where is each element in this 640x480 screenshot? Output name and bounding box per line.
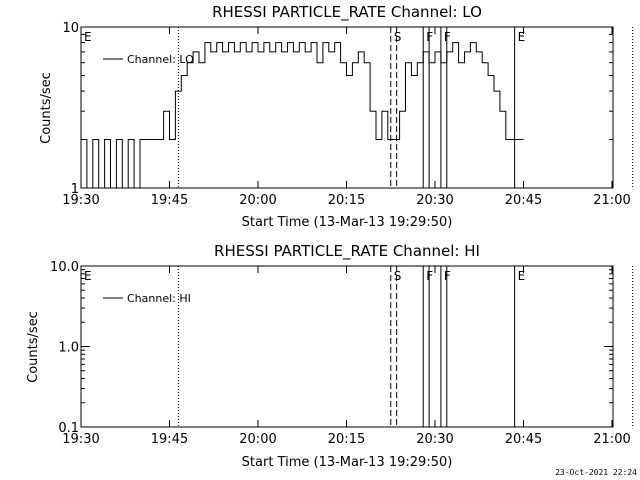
timestamp: 23-Oct-2021 22:24 bbox=[555, 468, 637, 477]
hi-x-tick-label: 19:45 bbox=[151, 432, 188, 447]
lo-event-marker-label: F bbox=[426, 30, 433, 44]
lo-y-tick-label: 10 bbox=[62, 21, 79, 36]
lo-x-tick-label: 20:45 bbox=[505, 193, 542, 208]
hi-x-tick-label: 20:00 bbox=[239, 432, 276, 447]
lo-x-tick-label: 19:30 bbox=[62, 193, 99, 208]
lo-event-marker-label: S bbox=[394, 30, 402, 44]
lo-event-marker-label: E bbox=[518, 30, 526, 44]
hi-y-tick-label: 1.0 bbox=[58, 341, 79, 356]
lo-event-marker-label: F bbox=[444, 30, 451, 44]
hi-x-tick-label: 20:30 bbox=[416, 432, 453, 447]
lo-x-axis-label: Start Time (13-Mar-13 19:29:50) bbox=[242, 215, 453, 230]
hi-y-tick-label: 0.1 bbox=[58, 421, 79, 436]
lo-x-tick-label: 20:00 bbox=[239, 193, 276, 208]
lo-y-axis-label: Counts/sec bbox=[39, 72, 54, 144]
lo-plot-frame bbox=[80, 26, 614, 189]
lo-event-marker-label: E bbox=[84, 30, 92, 44]
lo-series-line bbox=[81, 42, 524, 189]
hi-y-axis-label: Counts/sec bbox=[26, 311, 41, 383]
hi-event-marker-label: F bbox=[444, 269, 451, 283]
lo-x-tick-label: 21:00 bbox=[593, 193, 630, 208]
hi-plot-frame bbox=[80, 265, 614, 428]
hi-x-axis-label: Start Time (13-Mar-13 19:29:50) bbox=[242, 455, 453, 470]
hi-event-marker-label: E bbox=[518, 269, 526, 283]
lo-x-tick-label: 20:30 bbox=[416, 193, 453, 208]
hi-y-tick-label: 10.0 bbox=[50, 260, 79, 275]
hi-legend-label: Channel: HI bbox=[127, 292, 191, 305]
hi-event-marker-label: S bbox=[394, 269, 402, 283]
hi-chart-title: RHESSI PARTICLE_RATE Channel: HI bbox=[214, 242, 480, 261]
lo-x-tick-label: 19:45 bbox=[151, 193, 188, 208]
hi-x-tick-label: 19:30 bbox=[62, 432, 99, 447]
lo-channel-panel: RHESSI PARTICLE_RATE Channel: LO Start T… bbox=[39, 3, 634, 230]
hi-x-tick-label: 21:00 bbox=[593, 432, 630, 447]
lo-x-tick-label: 20:15 bbox=[328, 193, 365, 208]
hi-event-marker-label: F bbox=[426, 269, 433, 283]
lo-y-tick-label: 1 bbox=[71, 182, 79, 197]
hi-channel-panel: RHESSI PARTICLE_RATE Channel: HI Start T… bbox=[26, 242, 634, 470]
hi-x-tick-label: 20:15 bbox=[328, 432, 365, 447]
hi-event-marker-label: E bbox=[84, 269, 92, 283]
hi-x-tick-label: 20:45 bbox=[505, 432, 542, 447]
lo-chart-title: RHESSI PARTICLE_RATE Channel: LO bbox=[212, 3, 482, 22]
lo-legend-label: Channel: LO bbox=[127, 53, 194, 66]
